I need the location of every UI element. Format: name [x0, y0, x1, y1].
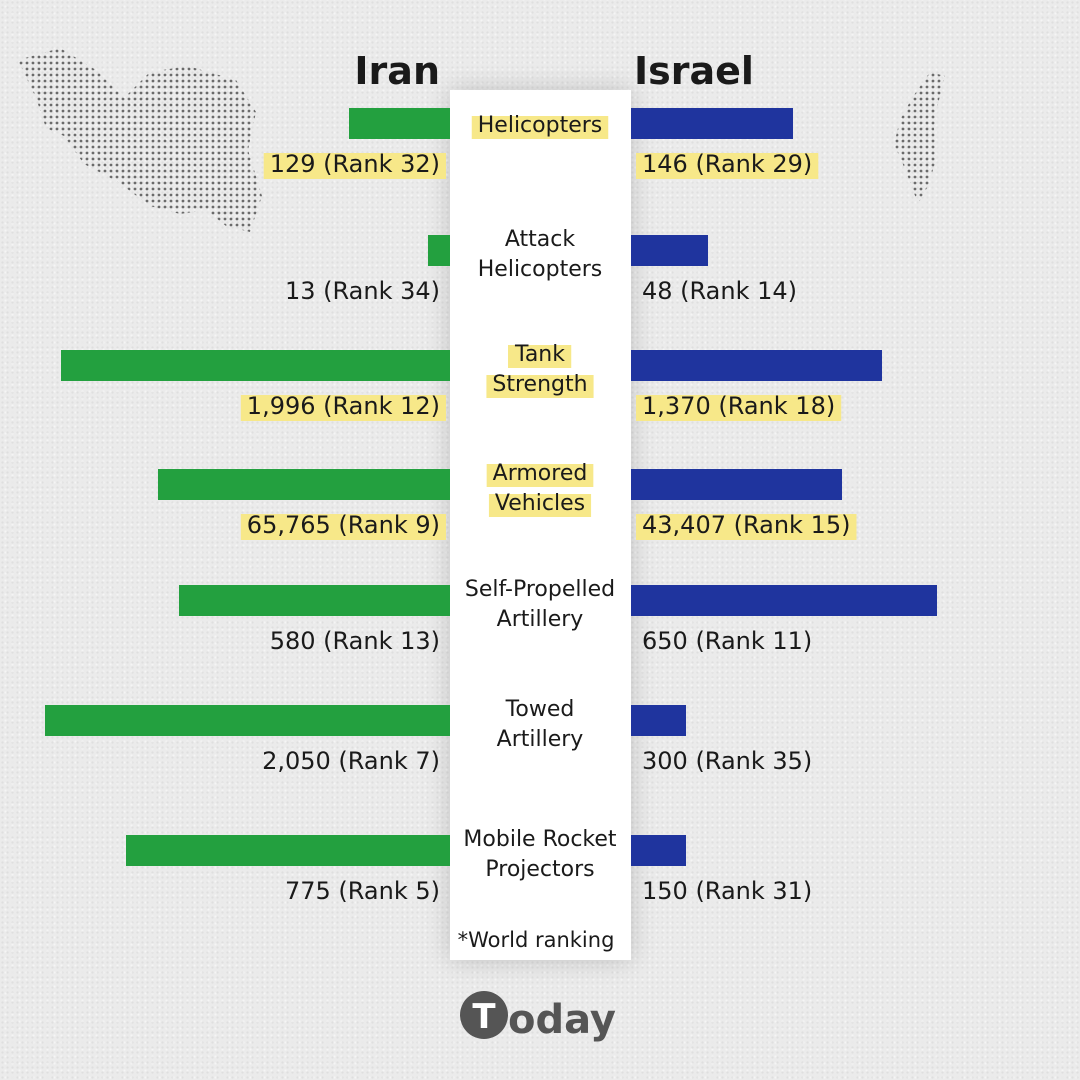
israel-map-icon — [894, 72, 945, 204]
category-label-4-0: Self-Propelled — [465, 577, 615, 602]
logo-letter: T — [472, 997, 496, 1037]
israel-value-label-6: 150 (Rank 31) — [642, 877, 812, 905]
iran-value-label-4: 580 (Rank 13) — [270, 627, 440, 655]
category-label-1-1: Helicopters — [478, 257, 603, 282]
category-label-3-1: Vehicles — [495, 491, 585, 516]
iran-bar-1 — [428, 235, 450, 266]
iran-value-label-2: 1,996 (Rank 12) — [247, 392, 440, 420]
iran-bar-3 — [158, 469, 450, 500]
iran-bar-0 — [349, 108, 450, 139]
israel-value-label-4: 650 (Rank 11) — [642, 627, 812, 655]
logo-wordmark: oday — [508, 997, 616, 1043]
iran-bar-2 — [61, 350, 450, 381]
iran-value-label-1: 13 (Rank 34) — [285, 277, 440, 305]
category-label-6-1: Projectors — [485, 857, 594, 882]
category-label-4-1: Artillery — [497, 607, 584, 632]
logo-badge-icon — [460, 991, 508, 1039]
footnote: *World ranking — [458, 928, 615, 952]
iran-bar-6 — [126, 835, 450, 866]
category-label-3-0-highlight — [486, 464, 594, 487]
israel-bar-1 — [631, 235, 708, 266]
category-label-1-0: Attack — [505, 227, 575, 252]
iran-value-label-6: 775 (Rank 5) — [285, 877, 440, 905]
category-label-2-0: Tank — [514, 342, 565, 367]
israel-bar-5 — [631, 705, 686, 736]
category-label-2-0-highlight — [508, 345, 572, 368]
category-label-2-1: Strength — [492, 372, 587, 397]
iran-value-label-0-highlight — [263, 153, 446, 179]
category-label-0-0-highlight — [471, 116, 609, 139]
israel-value-label-3-highlight — [636, 514, 857, 540]
category-label-5-1: Artillery — [497, 727, 584, 752]
iran-header: Iran — [354, 49, 440, 93]
israel-bar-6 — [631, 835, 686, 866]
israel-value-label-0: 146 (Rank 29) — [642, 150, 812, 178]
israel-value-label-0-highlight — [636, 153, 819, 179]
iran-bar-4 — [179, 585, 450, 616]
israel-value-label-5: 300 (Rank 35) — [642, 747, 812, 775]
israel-bar-3 — [631, 469, 842, 500]
israel-value-label-2: 1,370 (Rank 18) — [642, 392, 835, 420]
iran-value-label-0: 129 (Rank 32) — [270, 150, 440, 178]
israel-bar-2 — [631, 350, 882, 381]
iran-value-label-5: 2,050 (Rank 7) — [262, 747, 440, 775]
category-label-2-1-highlight — [486, 375, 594, 398]
iran-value-label-2-highlight — [240, 395, 446, 421]
category-strip — [450, 90, 631, 960]
category-label-3-0: Armored — [493, 461, 588, 486]
israel-value-label-3: 43,407 (Rank 15) — [642, 511, 850, 539]
iran-value-label-3-highlight — [240, 514, 446, 540]
israel-header: Israel — [634, 49, 754, 93]
israel-value-label-1: 48 (Rank 14) — [642, 277, 797, 305]
israel-bar-0 — [631, 108, 793, 139]
iran-value-label-3: 65,765 (Rank 9) — [247, 511, 440, 539]
category-label-0-0: Helicopters — [478, 113, 603, 138]
israel-bar-4 — [631, 585, 937, 616]
israel-value-label-2-highlight — [636, 395, 842, 421]
iran-bar-5 — [45, 705, 450, 736]
category-label-5-0: Towed — [505, 697, 575, 722]
category-label-3-1-highlight — [488, 494, 592, 517]
category-label-6-0: Mobile Rocket — [463, 827, 617, 852]
today-logo: T oday — [460, 991, 616, 1043]
iran-map-icon — [18, 48, 262, 232]
